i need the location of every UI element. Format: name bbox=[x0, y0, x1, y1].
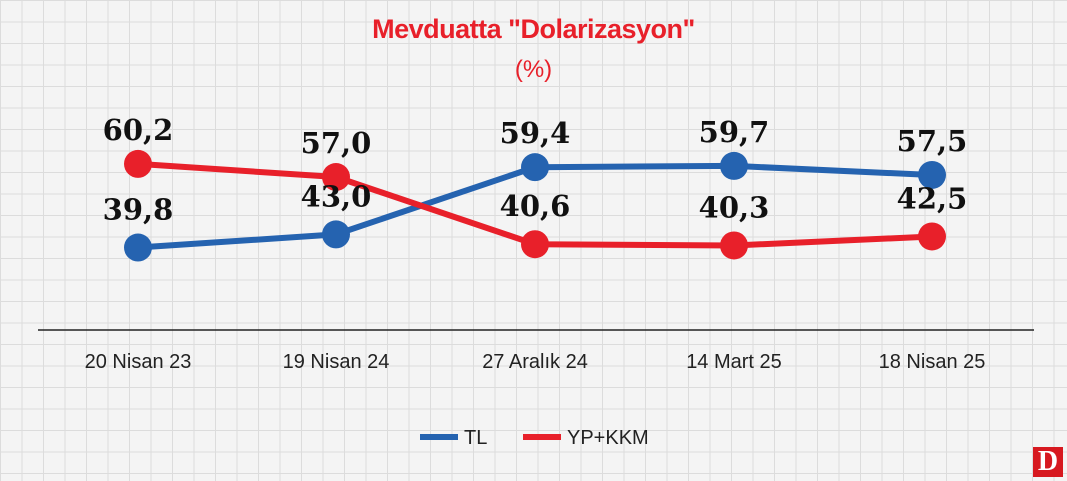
data-point bbox=[521, 153, 549, 182]
publisher-logo: D bbox=[1033, 447, 1063, 477]
data-point bbox=[322, 220, 350, 249]
x-tick-label: 19 Nisan 24 bbox=[283, 351, 390, 373]
x-tick-label: 14 Mart 25 bbox=[686, 351, 782, 373]
data-label: 43,0 bbox=[301, 179, 372, 213]
data-point bbox=[322, 163, 350, 191]
data-point bbox=[521, 230, 549, 259]
chart-subtitle: (%) bbox=[514, 56, 553, 83]
data-label: 59,4 bbox=[500, 116, 571, 150]
data-label: 40,6 bbox=[500, 189, 571, 223]
data-point bbox=[124, 149, 152, 178]
data-label: 39,8 bbox=[103, 193, 174, 227]
data-point bbox=[720, 231, 748, 260]
x-tick-label: 27 Aralık 24 bbox=[482, 351, 588, 373]
data-label: 42,5 bbox=[897, 181, 968, 215]
data-label: 40,3 bbox=[699, 190, 770, 224]
data-label: 59,7 bbox=[699, 115, 770, 149]
data-label: 60,2 bbox=[103, 113, 174, 147]
x-tick-label: 18 Nisan 25 bbox=[879, 351, 986, 373]
data-point bbox=[918, 222, 946, 251]
data-point bbox=[124, 233, 152, 262]
data-label: 57,0 bbox=[301, 126, 372, 160]
legend-label: YP+KKM bbox=[567, 427, 649, 449]
chart-title: Mevduatta "Dolarizasyon" bbox=[372, 14, 695, 44]
data-point bbox=[720, 151, 748, 180]
legend-label: TL bbox=[464, 427, 487, 449]
data-point bbox=[918, 160, 946, 189]
x-tick-label: 20 Nisan 23 bbox=[85, 351, 192, 373]
data-label: 57,5 bbox=[897, 124, 968, 158]
